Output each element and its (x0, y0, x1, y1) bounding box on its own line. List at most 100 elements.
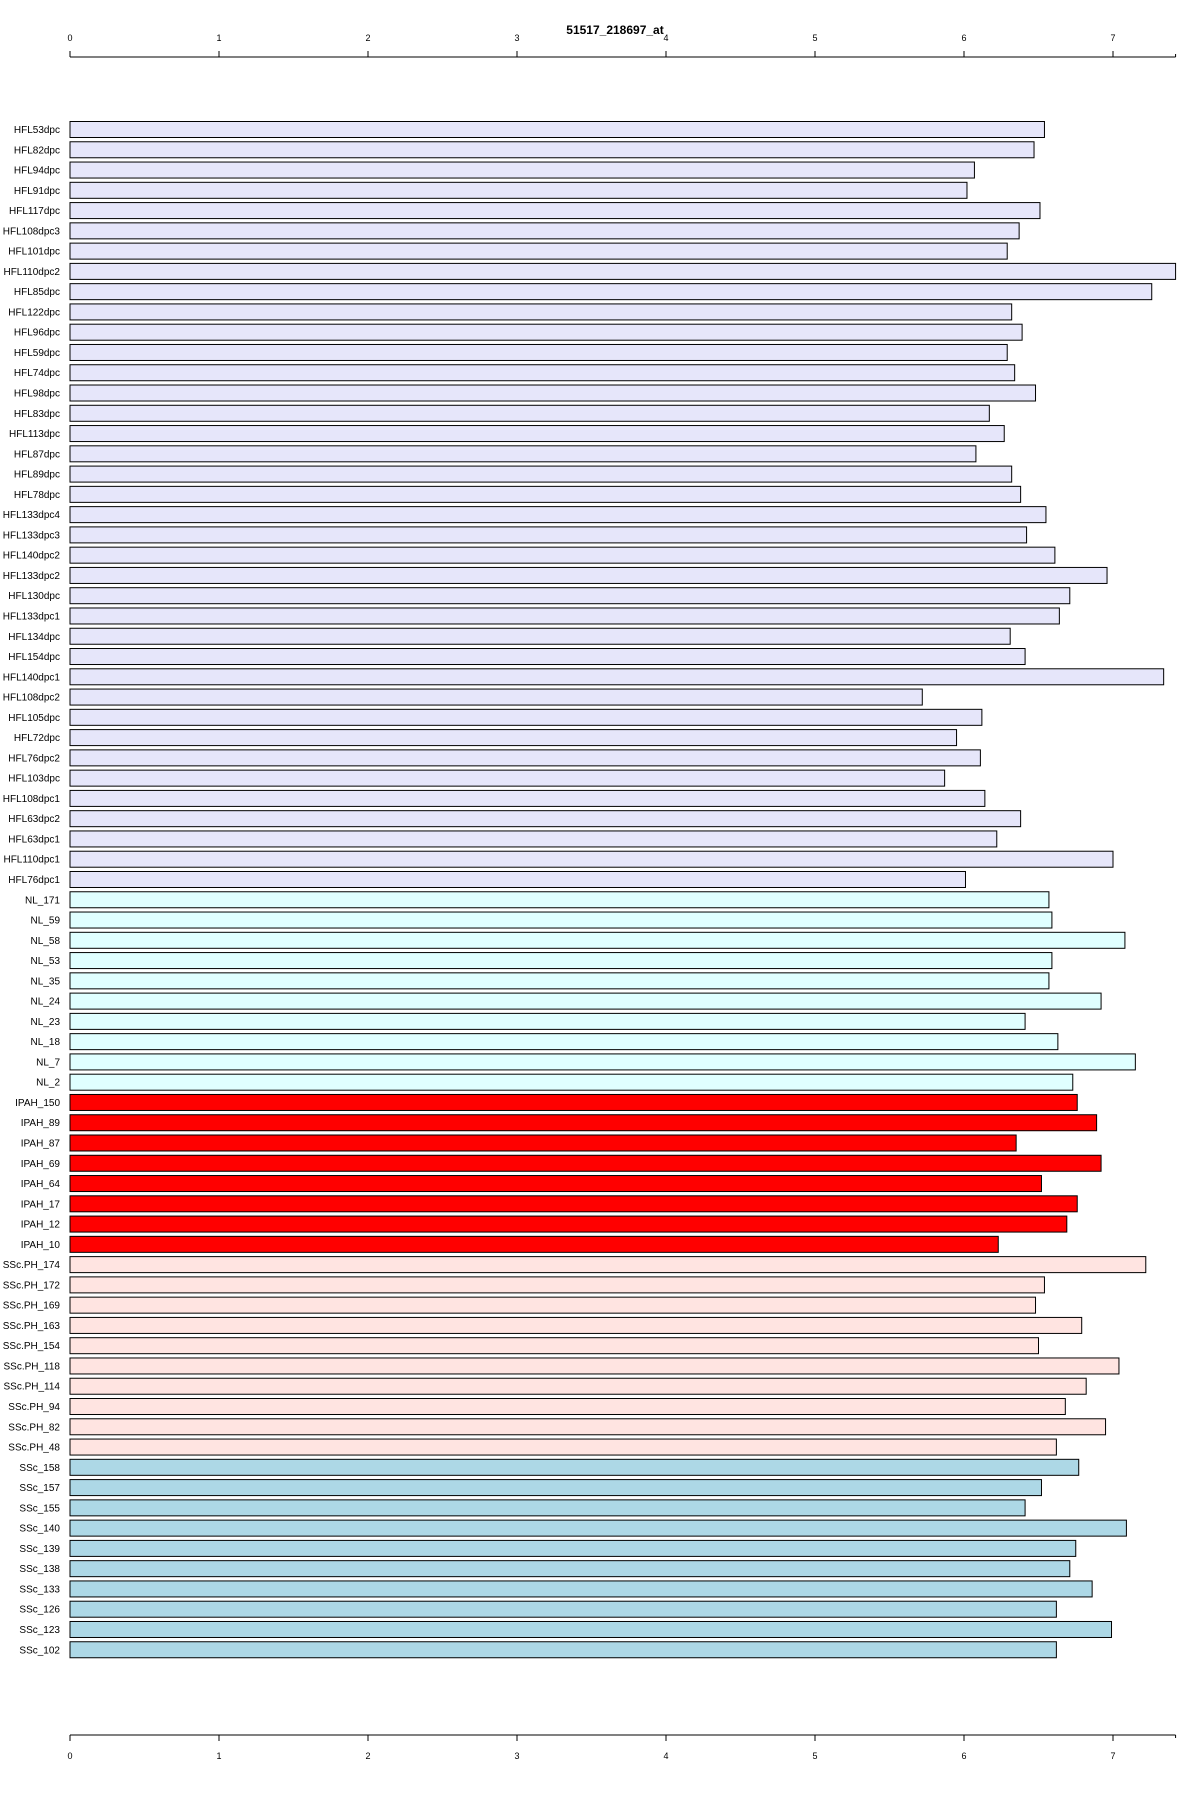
label-IPAH_87: IPAH_87 (21, 1139, 61, 1150)
bar-IPAH_10 (69, 1235, 999, 1253)
label-SSc.PH_82: SSc.PH_82 (8, 1422, 60, 1433)
bar-HFL130dpc (69, 587, 1071, 605)
bar-SSc.PH_169 (69, 1296, 1037, 1314)
label-HFL110dpc2: HFL110dpc2 (3, 267, 60, 278)
label-SSc.PH_118: SSc.PH_118 (3, 1361, 60, 1372)
label-SSc.PH_48: SSc.PH_48 (8, 1443, 60, 1454)
chart-title: 51517_218697_at (566, 23, 663, 37)
bar-HFL108dpc3 (69, 222, 1020, 240)
label-HFL117dpc: HFL117dpc (9, 206, 60, 217)
label-NL_171: NL_171 (25, 895, 60, 906)
label-IPAH_89: IPAH_89 (21, 1118, 61, 1129)
label-HFL101dpc: HFL101dpc (8, 247, 60, 258)
label-HFL87dpc: HFL87dpc (14, 449, 60, 460)
bar-SSc.PH_82 (69, 1418, 1107, 1436)
label-HFL85dpc: HFL85dpc (14, 287, 60, 298)
label-HFL154dpc: HFL154dpc (8, 652, 60, 663)
bar-HFL63dpc1 (69, 830, 998, 848)
tick-label-0: 0 (67, 1751, 72, 1761)
bar-SSc_138 (69, 1560, 1071, 1578)
bar-SSc.PH_174 (69, 1256, 1147, 1274)
bottom-axis: 0 1 2 3 4 5 6 7 (67, 1734, 1177, 1761)
bar-IPAH_69 (69, 1154, 1102, 1172)
label-HFL96dpc: HFL96dpc (14, 328, 60, 339)
bar-HFL87dpc (69, 445, 977, 463)
label-HFL108dpc2: HFL108dpc2 (3, 693, 61, 704)
label-HFL74dpc: HFL74dpc (14, 368, 60, 379)
bar-HFL72dpc (69, 729, 958, 747)
label-HFL83dpc: HFL83dpc (14, 409, 60, 420)
bar-HFL59dpc (69, 343, 1008, 361)
label-NL_35: NL_35 (31, 976, 61, 987)
bar-HFL89dpc (69, 465, 1013, 483)
bar-HFL133dpc1 (69, 607, 1060, 625)
label-SSc_126: SSc_126 (19, 1605, 60, 1616)
label-SSc.PH_163: SSc.PH_163 (3, 1321, 61, 1332)
bar-NL_23 (69, 1012, 1026, 1030)
bar-HFL108dpc2 (69, 688, 923, 706)
bar-HFL110dpc1 (69, 850, 1114, 868)
label-HFL133dpc1: HFL133dpc1 (3, 611, 61, 622)
bar-HFL105dpc (69, 708, 983, 726)
label-SSc.PH_154: SSc.PH_154 (3, 1341, 61, 1352)
label-HFL133dpc4: HFL133dpc4 (3, 510, 61, 521)
bar-SSc_102 (69, 1641, 1057, 1659)
label-HFL59dpc: HFL59dpc (14, 348, 60, 359)
top-axis: 0 1 2 3 4 5 6 7 (67, 33, 1177, 58)
label-HFL89dpc: HFL89dpc (14, 470, 60, 481)
tick-label-4: 4 (663, 1751, 668, 1761)
label-HFL82dpc: HFL82dpc (14, 145, 60, 156)
label-SSc.PH_114: SSc.PH_114 (3, 1382, 60, 1393)
bar-HFL76dpc1 (69, 870, 966, 888)
label-HFL94dpc: HFL94dpc (14, 166, 60, 177)
label-IPAH_10: IPAH_10 (21, 1240, 61, 1251)
tick-label-2: 2 (365, 1751, 370, 1761)
bar-IPAH_87 (69, 1134, 1017, 1152)
bar-HFL113dpc (69, 425, 1005, 443)
label-SSc_157: SSc_157 (19, 1483, 60, 1494)
bar-NL_35 (69, 972, 1050, 990)
label-SSc_139: SSc_139 (19, 1544, 60, 1555)
bar-SSc_139 (69, 1539, 1077, 1557)
label-IPAH_17: IPAH_17 (21, 1199, 61, 1210)
tick-label-0: 0 (67, 33, 72, 43)
label-HFL91dpc: HFL91dpc (14, 186, 60, 197)
label-NL_7: NL_7 (36, 1057, 60, 1068)
bar-IPAH_17 (69, 1195, 1078, 1213)
bar-HFL63dpc2 (69, 810, 1022, 828)
bar-HFL91dpc (69, 181, 968, 199)
label-NL_59: NL_59 (31, 916, 61, 927)
label-IPAH_12: IPAH_12 (21, 1220, 61, 1231)
bars-group (69, 121, 1177, 1659)
bar-SSc.PH_163 (69, 1316, 1083, 1334)
label-HFL122dpc: HFL122dpc (8, 307, 60, 318)
bar-HFL96dpc (69, 323, 1023, 341)
label-HFL108dpc3: HFL108dpc3 (3, 226, 61, 237)
bar-SSc.PH_154 (69, 1337, 1039, 1355)
bar-NL_58 (69, 931, 1126, 949)
label-SSc_102: SSc_102 (19, 1645, 60, 1656)
bar-HFL122dpc (69, 303, 1013, 321)
bar-IPAH_12 (69, 1215, 1068, 1233)
label-HFL108dpc1: HFL108dpc1 (3, 794, 61, 805)
bar-HFL140dpc2 (69, 546, 1056, 564)
label-SSc_133: SSc_133 (19, 1584, 60, 1595)
label-HFL78dpc: HFL78dpc (14, 490, 60, 501)
label-NL_58: NL_58 (31, 936, 61, 947)
bar-HFL94dpc (69, 161, 975, 179)
bar-NL_18 (69, 1033, 1059, 1051)
label-SSc_138: SSc_138 (19, 1564, 60, 1575)
bar-NL_2 (69, 1073, 1074, 1091)
bar-SSc.PH_172 (69, 1276, 1045, 1294)
bar-SSc.PH_48 (69, 1438, 1057, 1456)
bar-HFL133dpc4 (69, 506, 1047, 524)
tick-label-1: 1 (216, 1751, 221, 1761)
bar-IPAH_64 (69, 1175, 1042, 1193)
bar-SSc_126 (69, 1600, 1057, 1618)
label-HFL76dpc1: HFL76dpc1 (8, 875, 60, 886)
label-SSc_123: SSc_123 (19, 1625, 60, 1636)
bar-NL_53 (69, 952, 1053, 970)
tick-label-3: 3 (514, 33, 519, 43)
tick-label-5: 5 (812, 33, 817, 43)
